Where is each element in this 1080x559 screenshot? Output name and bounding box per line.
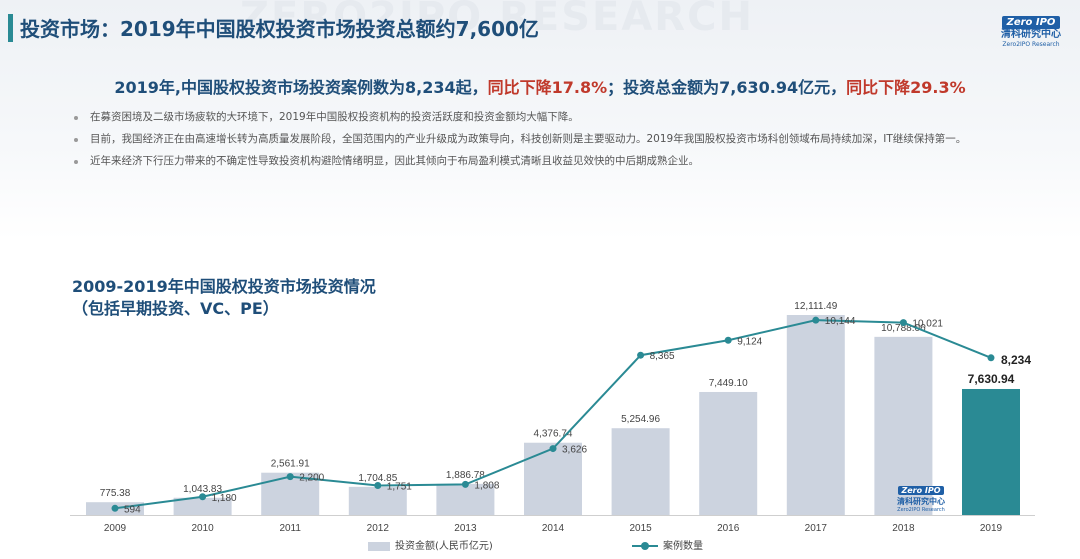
line-value-label: 9,124 [737,336,762,347]
line-point [286,473,294,481]
title-accent-bar [8,14,13,42]
line-value-label: 1,808 [474,480,499,491]
line-point [111,504,119,512]
bar-value-label: 12,111.49 [794,301,837,312]
bar-value-label: 7,630.94 [968,372,1015,386]
headline-amount-change: 同比下降29.3% [846,78,966,97]
chart-title-block: 2009-2019年中国股权投资市场投资情况 （包括早期投资、VC、PE） [72,276,376,320]
bar-value-label: 1,043.83 [183,484,222,495]
legend-item-amount: 投资金额(人民币亿元) [368,537,493,552]
bullet-item: 在募资困境及二级市场疲软的大环境下，2019年中国股权投资机构的投资活跃度和投资… [72,110,1012,125]
line-point [812,316,820,324]
mini-logo-en: Zero2IPO Research [897,507,945,513]
line-value-label: 594 [124,504,141,515]
line-value-label: 10,021 [912,319,943,330]
x-tick-label: 2018 [892,523,915,534]
logo-mark: Zero IPO [1001,16,1061,29]
legend-item-cases: 案例数量 [632,537,703,552]
bar-value-label: 2,561.91 [271,459,310,470]
chart-watermark-logo: Zero IPO 清科研究中心 Zero2IPO Research [893,478,949,513]
x-tick-label: 2011 [279,523,301,534]
x-tick-label: 2015 [629,523,652,534]
mini-logo-mark: Zero IPO [898,486,944,495]
bullet-item: 近年来经济下行压力带来的不确定性导致投资机构避险情绪明显，因此其倾向于布局盈利模… [72,154,1012,169]
bar-value-label: 10,788.06 [881,323,926,334]
x-tick-label: 2017 [805,523,828,534]
line-point [461,480,469,488]
x-tick-label: 2019 [980,523,1003,534]
x-tick-label: 2014 [542,523,565,534]
legend-label-cases: 案例数量 [663,541,703,552]
bar-2016 [699,391,758,515]
bar-2012 [348,486,407,515]
header-panel: ZERO2IPO RESEARCH [0,0,1080,240]
x-tick-label: 2010 [191,523,214,534]
bar-value-label: 775.38 [100,488,131,499]
line-point [724,336,732,344]
x-tick-label: 2012 [367,523,390,534]
x-tick-label: 2009 [104,523,127,534]
line-point [637,351,645,359]
line-point [549,445,557,453]
bar-value-label: 7,449.10 [709,378,748,389]
line-point [899,319,907,327]
line-value-label: 1,751 [387,482,412,493]
watermark: ZERO2IPO RESEARCH [240,0,754,40]
headline-part1: 2019年,中国股权投资市场投资案例数为8,234起， [114,78,488,97]
x-tick-label: 2016 [717,523,740,534]
bar-2017 [786,315,845,515]
line-value-label: 10,144 [825,316,856,327]
headline-case-change: 同比下降17.8% [487,78,608,97]
bar-value-label: 1,886.78 [446,470,485,481]
page-title: 投资市场：2019年中国股权投资市场投资总额约7,600亿 [20,17,539,41]
bar-2014 [524,442,582,515]
brand-logo: Zero IPO 清科研究中心 Zero2IPO Research [992,10,1070,50]
line-value-label: 2,200 [299,473,324,484]
bar-2013 [436,483,495,515]
bar-2015 [611,428,670,515]
logo-cn-text: 清科研究中心 [1001,29,1061,40]
legend-label-amount: 投资金额(人民币亿元) [395,541,493,552]
chart-subtitle: （包括早期投资、VC、PE） [72,299,279,318]
line-value-label: 3,626 [562,445,587,456]
mini-logo-cn: 清科研究中心 [897,497,945,506]
bar-2010 [173,497,232,515]
bar-value-label: 5,254.96 [621,414,660,425]
bar-2018 [874,336,933,515]
bullet-item: 目前，我国经济正在由高速增长转为高质量发展阶段，全国范围内的产业升级成为政策导向… [72,132,1012,147]
bar-value-label: 4,376.74 [534,429,573,440]
x-tick-label: 2013 [454,523,477,534]
line-value-label: 8,234 [1001,353,1031,367]
headline-part3: ；投资总金额为7,630.94亿元， [607,78,847,97]
line-value-label: 8,365 [650,351,675,362]
line-point [987,354,995,362]
headline: 2019年,中国股权投资市场投资案例数为8,234起，同比下降17.8%；投资总… [0,74,1080,98]
bar-2019 [962,388,1020,515]
bar-value-label: 1,704.85 [358,473,397,484]
logo-en-text: Zero2IPO Research [1002,41,1060,48]
bullet-list: 在募资困境及二级市场疲软的大环境下，2019年中国股权投资机构的投资活跃度和投资… [72,110,1012,176]
legend-swatch-bar [368,541,390,551]
line-point [199,493,207,501]
chart-title: 2009-2019年中国股权投资市场投资情况 [72,277,376,296]
legend-swatch-line [632,541,658,551]
line-point [374,482,382,490]
line-value-label: 1,180 [212,493,237,504]
